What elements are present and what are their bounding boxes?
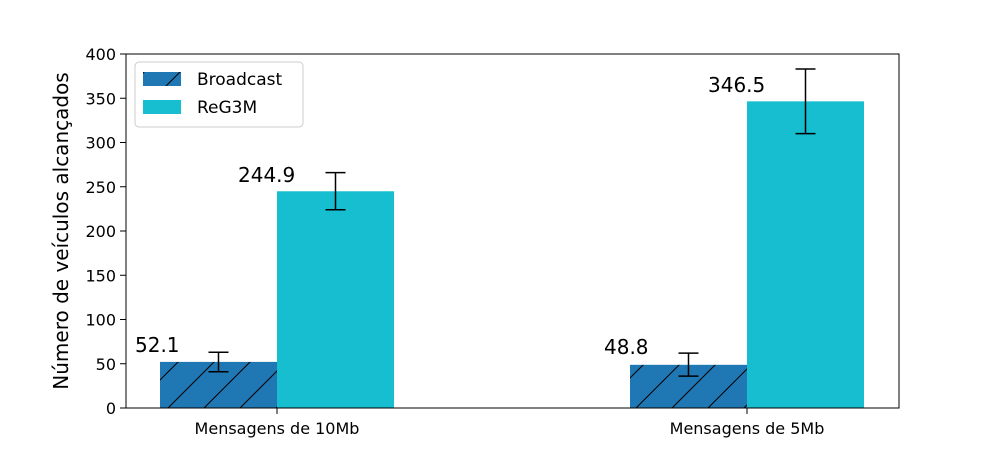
bar-reg3m-1 (277, 191, 394, 408)
legend-label-broadcast: Broadcast (197, 70, 283, 90)
y-tick-label: 350 (85, 89, 116, 108)
y-axis-label: Número de veículos alcançados (49, 72, 73, 389)
legend: Broadcast ReG3M (134, 61, 304, 128)
x-tick-label: Mensagens de 10Mb (195, 419, 360, 438)
data-label: 346.5 (708, 73, 765, 97)
y-tick-label: 0 (106, 399, 116, 418)
y-tick-label: 300 (85, 134, 116, 153)
bars-layer (160, 101, 864, 408)
value-labels-layer: 52.1 48.8 244.9 346.5 (135, 73, 765, 359)
legend-swatch-broadcast (143, 72, 181, 86)
data-label: 244.9 (238, 163, 295, 187)
y-tick-label: 100 (85, 311, 116, 330)
y-tick-label: 200 (85, 222, 116, 241)
data-label: 48.8 (604, 335, 649, 359)
legend-swatch-reg3m (143, 100, 181, 114)
legend-label-reg3m: ReG3M (197, 98, 257, 118)
data-label: 52.1 (135, 333, 180, 357)
error-bars-layer (208, 68, 816, 377)
y-tick-label: 50 (96, 355, 116, 374)
y-tick-label: 400 (85, 45, 116, 64)
bar-reg3m-2 (747, 101, 864, 408)
x-axis: Mensagens de 10Mb Mensagens de 5Mb (195, 408, 825, 438)
x-tick-label: Mensagens de 5Mb (670, 419, 825, 438)
y-tick-label: 150 (85, 266, 116, 285)
y-tick-label: 250 (85, 178, 116, 197)
y-axis: 0 50 100 150 200 250 300 350 400 (85, 45, 126, 418)
